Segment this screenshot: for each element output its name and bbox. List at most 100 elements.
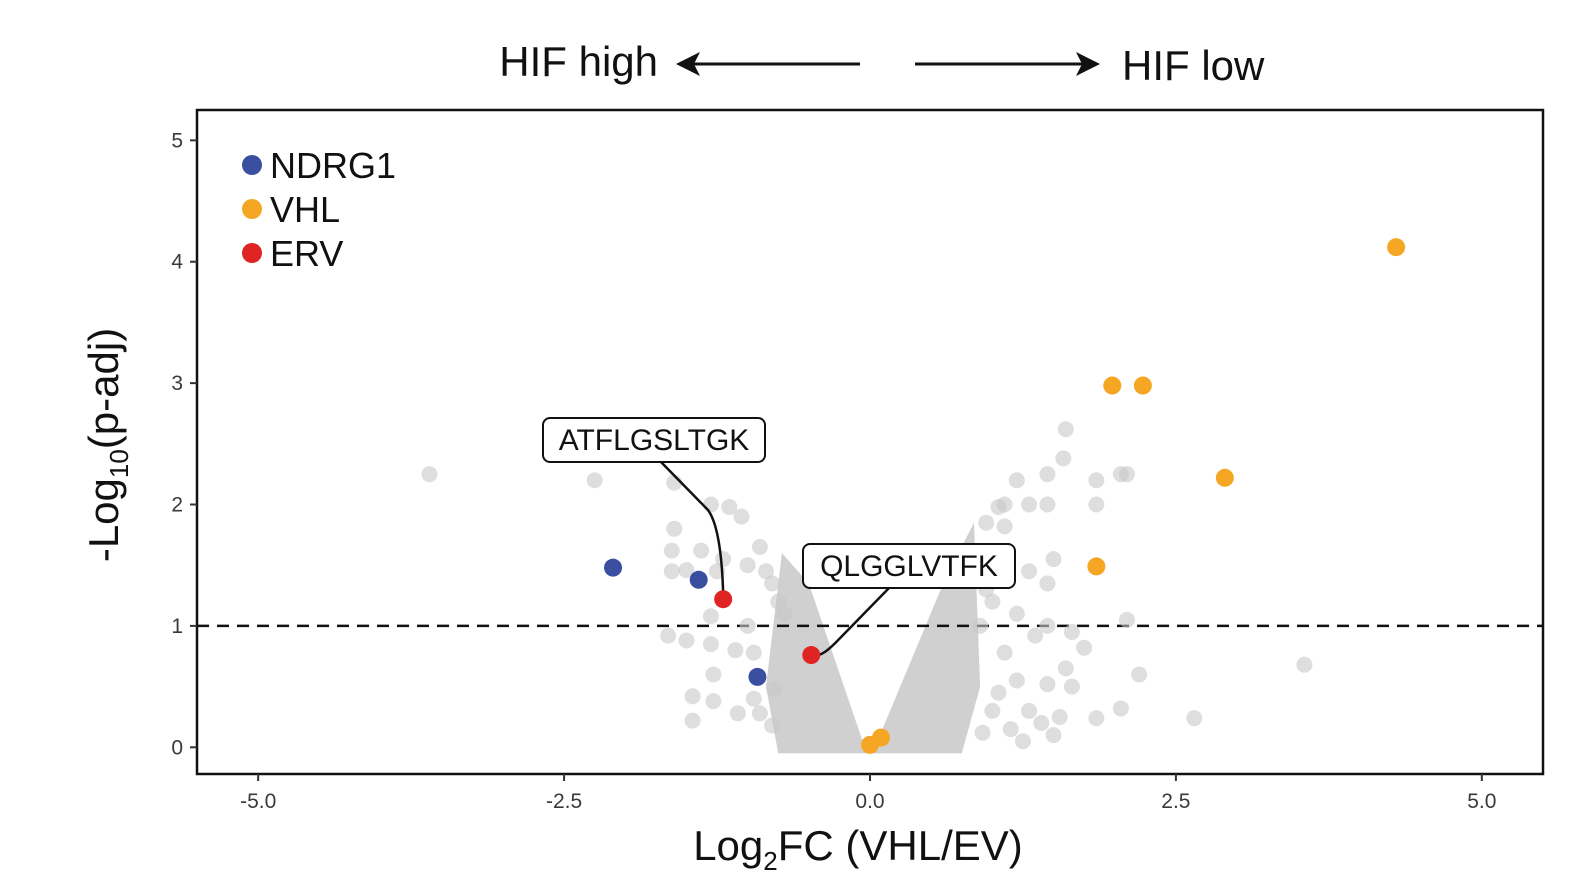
background-point (766, 681, 783, 698)
legend-label-ndrg1: NDRG1 (270, 145, 396, 186)
background-point (751, 705, 768, 722)
hif-low-label: HIF low (1122, 42, 1265, 89)
background-point (666, 520, 683, 537)
background-point (1039, 466, 1056, 483)
background-point (1088, 710, 1105, 727)
background-point (1008, 605, 1025, 622)
background-point (1057, 660, 1074, 677)
annotation-leader-line (660, 461, 725, 594)
background-point (1008, 672, 1025, 689)
background-point (663, 542, 680, 559)
background-point (1039, 676, 1056, 693)
background-point (990, 684, 1007, 701)
background-point (996, 518, 1013, 535)
background-point (764, 717, 781, 734)
annotation-box (542, 417, 766, 463)
point-vhl (1387, 238, 1406, 257)
background-point (745, 644, 762, 661)
background-point (1112, 700, 1129, 717)
legend-marker-erv (242, 243, 262, 263)
background-point (1027, 627, 1044, 644)
background-point (739, 557, 756, 574)
background-point (1186, 710, 1203, 727)
background-point (663, 563, 680, 580)
background-point (1118, 611, 1135, 628)
y-tick-label: 0 (171, 736, 183, 759)
x-axis-ticks: -5.0 -2.5 0.0 2.5 5.0 (240, 774, 1496, 813)
point-vhl (872, 728, 891, 747)
x-tick-label: -2.5 (546, 790, 582, 813)
background-point (1045, 727, 1062, 744)
background-density (765, 522, 981, 754)
density-cloud (765, 522, 981, 754)
background-point (974, 724, 991, 741)
y-axis-ticks: 0 1 2 3 4 5 (171, 129, 197, 759)
background-point (702, 496, 719, 513)
background-point (1033, 715, 1050, 732)
y-tick-label: 5 (171, 129, 183, 152)
background-point (1055, 450, 1072, 467)
background-point (727, 642, 744, 659)
background-point (1112, 466, 1129, 483)
point-erv (714, 590, 733, 609)
background-point (1039, 617, 1056, 634)
background-point (1131, 666, 1148, 683)
point-vhl (1103, 376, 1122, 395)
background-point (684, 688, 701, 705)
background-point (705, 693, 722, 710)
right-arrow (915, 52, 1100, 76)
background-point (1039, 496, 1056, 513)
background-point (1039, 575, 1056, 592)
background-point (705, 666, 722, 683)
point-ndrg1 (604, 558, 623, 577)
point-ndrg1 (689, 570, 708, 589)
background-point (1296, 656, 1313, 673)
background-point (693, 542, 710, 559)
background-point (1021, 563, 1038, 580)
background-point (776, 605, 793, 622)
background-point (1021, 702, 1038, 719)
x-tick-label: 5.0 (1467, 790, 1496, 813)
x-axis-title: Log2FC (VHL/EV) (693, 822, 1023, 875)
highlighted-points (604, 238, 1406, 754)
y-tick-label: 1 (171, 615, 183, 638)
x-tick-label: 0.0 (855, 790, 884, 813)
annotation-boxes: ATFLGSLTGK QLGGLVTFK (542, 417, 1016, 589)
background-point (770, 593, 787, 610)
point-vhl (1133, 376, 1152, 395)
background-point (978, 514, 995, 531)
background-point (1008, 472, 1025, 489)
y-axis-title: -Log10(p-adj) (80, 328, 134, 562)
background-point (764, 575, 781, 592)
background-point (702, 608, 719, 625)
background-point (1014, 733, 1031, 750)
plot-frame (195, 108, 1545, 776)
background-point (984, 593, 1001, 610)
background-point (1076, 639, 1093, 656)
background-point (996, 644, 1013, 661)
legend-marker-ndrg1 (242, 155, 262, 175)
background-points (421, 421, 1313, 750)
background-point (733, 508, 750, 525)
annotation-label: ATFLGSLTGK (559, 424, 750, 457)
background-point (751, 539, 768, 556)
legend-marker-vhl (242, 199, 262, 219)
background-point (1045, 551, 1062, 568)
y-tick-label: 4 (171, 251, 183, 274)
x-tick-label: -5.0 (240, 790, 276, 813)
background-point (678, 632, 695, 649)
background-point (684, 712, 701, 729)
background-point (757, 563, 774, 580)
legend-label-vhl: VHL (270, 189, 340, 230)
point-erv (802, 646, 821, 665)
point-ndrg1 (748, 667, 767, 686)
background-point (990, 498, 1007, 515)
background-point (1088, 472, 1105, 489)
y-tick-label: 3 (171, 372, 183, 395)
background-point (1057, 421, 1074, 438)
background-point (745, 690, 762, 707)
background-point (421, 466, 438, 483)
